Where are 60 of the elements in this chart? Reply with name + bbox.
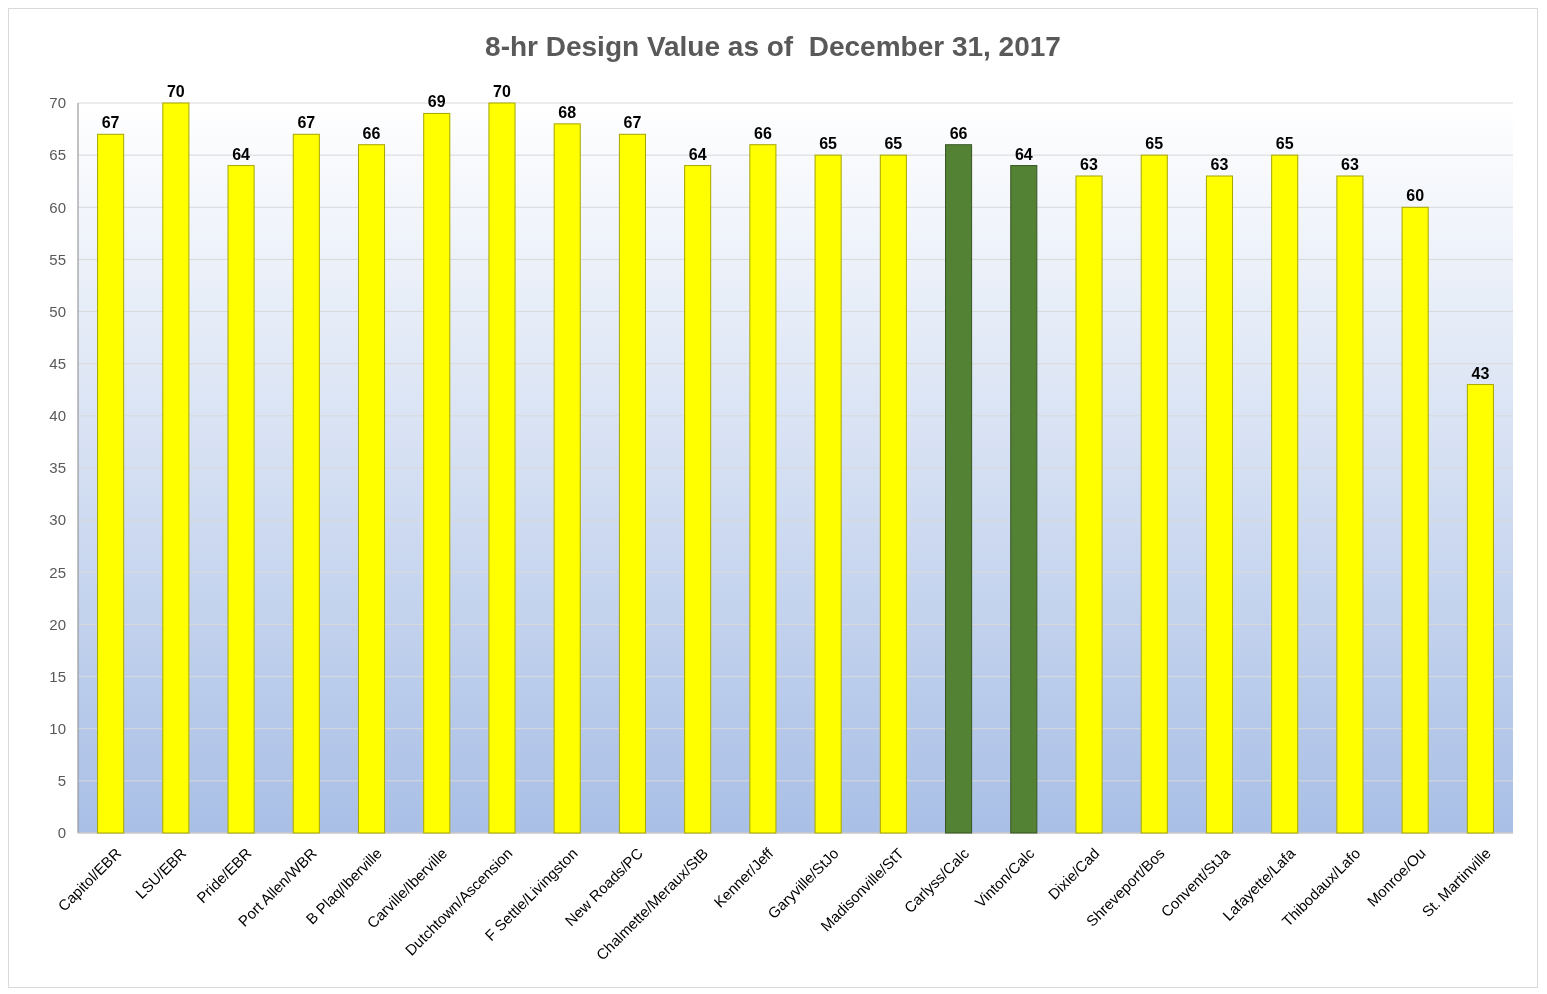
y-tick-label: 0 [57,824,66,842]
data-label: 66 [362,124,381,142]
bar [1075,175,1103,834]
chart-title: 8-hr Design Value as of December 31, 2017 [485,31,1061,62]
bar [1401,206,1429,834]
bar [749,144,777,834]
data-label: 70 [493,83,511,100]
data-label: 65 [1275,135,1294,153]
data-label: 63 [1341,156,1359,173]
bar [357,144,386,834]
data-label: 64 [1014,145,1033,163]
data-label: 70 [166,83,185,100]
bar [814,154,842,834]
y-tick-label: 70 [49,94,66,112]
data-label: 66 [753,124,772,142]
bar [227,165,255,834]
bar [945,144,973,834]
bar [1140,154,1168,834]
data-label: 69 [427,93,446,111]
data-label: 63 [1210,156,1229,173]
y-tick-label: 15 [49,667,66,685]
y-tick-label: 35 [49,459,66,477]
data-label: 65 [819,135,838,153]
data-label: 67 [623,114,642,132]
y-tick-label: 65 [49,146,66,164]
data-label: 68 [558,103,577,121]
y-tick-label: 5 [57,772,66,790]
y-tick-label: 45 [49,354,66,372]
bar [1336,175,1364,834]
data-label: 60 [1406,187,1425,205]
bar [684,165,712,834]
data-label: 65 [1145,135,1164,153]
bar [879,154,907,834]
data-label: 67 [297,114,316,132]
data-label: 63 [1080,156,1099,173]
y-tick-label: 10 [49,719,66,737]
bar [1010,165,1038,834]
data-label: 64 [232,145,251,163]
y-tick-label: 25 [49,563,66,581]
y-tick-label: 40 [49,407,66,425]
y-tick-label: 50 [49,302,66,320]
data-label: 43 [1471,364,1490,382]
bar [423,112,451,834]
bar [553,123,581,834]
y-tick-label: 60 [49,198,66,216]
bar [292,133,320,834]
data-label: 64 [688,145,707,163]
bar [488,102,516,834]
y-tick-label: 20 [49,615,66,633]
data-label: 65 [884,135,903,153]
bar [618,133,646,834]
bar [97,133,125,834]
y-tick-label: 55 [49,250,66,268]
bar [162,102,190,834]
bar [1466,384,1494,834]
y-tick-label: 30 [49,511,66,529]
bar [1271,154,1299,834]
bar [1205,175,1234,834]
data-label: 67 [101,114,120,132]
data-label: 66 [949,124,968,142]
